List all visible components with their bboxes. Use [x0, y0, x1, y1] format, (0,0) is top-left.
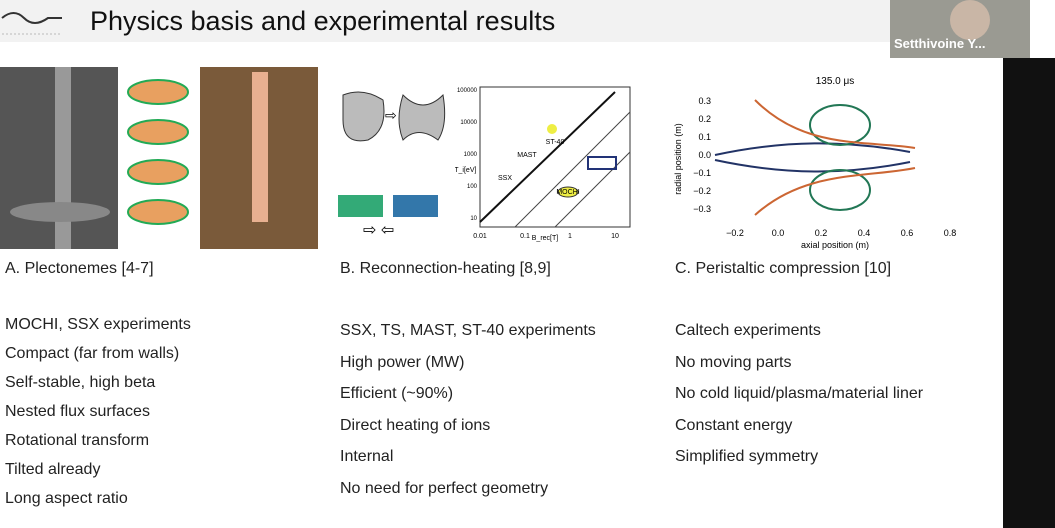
x-tick-label: 0.6 [901, 228, 914, 238]
person [950, 0, 990, 40]
bullet-item: Efficient (~90%) [340, 385, 454, 402]
participant-name: Setthivoine Y... [894, 36, 986, 51]
bullet-item: MOCHI, SSX experiments [5, 316, 191, 333]
bullet-item: Self-stable, high beta [5, 374, 156, 391]
x-axis-label: axial position (m) [801, 240, 869, 250]
plot-label: ΔT_i[eV] [455, 167, 476, 174]
y-tick-label: 0.2 [698, 114, 711, 124]
plot-label: ST-40 [546, 139, 565, 146]
bullet-item: Rotational transform [5, 432, 150, 449]
bullet-item: No moving parts [675, 353, 792, 371]
plot-label: B_rec[T] [532, 235, 559, 242]
y-tick-label: −0.2 [693, 186, 711, 196]
x-tick-label: 0.0 [772, 228, 785, 238]
slide-title: Physics basis and experimental results [90, 6, 556, 36]
x-tick-label: 1 [568, 233, 572, 240]
x-tick-label: 0.01 [473, 233, 487, 240]
figure-b-plot: 0.01 0.1 1 10 100000 10000 1000 100 10 ST-40 SSX MA… [455, 86, 631, 242]
logo [1, 12, 62, 35]
plot-label: MAST [517, 152, 537, 159]
plot-label: MOCHI [556, 189, 579, 196]
header-bar [0, 0, 1003, 42]
x-tick-label: 0.2 [815, 228, 828, 238]
y-tick-label: 100000 [457, 88, 478, 94]
bullet-item: High power (MW) [340, 353, 465, 371]
y-tick-label: −0.1 [693, 168, 711, 178]
bullet-item: Compact (far from walls) [5, 345, 180, 362]
column-caption: A. Plectonemes [4-7] [5, 260, 154, 277]
bullet-item: SSX, TS, MAST, ST-40 experiments [340, 322, 596, 339]
y-tick-label: 10 [470, 216, 477, 222]
right-strip [1003, 58, 1055, 528]
y-tick-label: −0.3 [693, 204, 711, 214]
y-tick-label: 100 [467, 184, 478, 190]
bullet-item: Simplified symmetry [675, 448, 819, 465]
figure-c-plot: 135.0 μs axial position (m) radial positio… [673, 76, 965, 250]
bullet-item: Nested flux surfaces [5, 403, 150, 420]
bullet-item: Tilted already [5, 461, 101, 478]
figure-a [0, 67, 318, 249]
y-tick-label: 0.0 [698, 150, 711, 160]
svg-text:⇨ ⇦: ⇨ ⇦ [363, 222, 394, 239]
x-tick-label: 0.8 [944, 228, 957, 238]
video-tile: Setthivoine Y... [890, 0, 1030, 58]
column-caption: C. Peristaltic compression [10] [675, 260, 892, 277]
y-tick-label: 0.1 [698, 132, 711, 142]
plot-label: SSX [498, 175, 512, 182]
plot-title: 135.0 μs [816, 76, 855, 87]
bullet-item: Internal [340, 448, 394, 465]
svg-text:⇨: ⇨ [385, 107, 397, 123]
x-tick-label: 10 [611, 233, 619, 240]
y-tick-label: 10000 [460, 120, 477, 126]
bullet-item: No need for perfect geometry [340, 479, 549, 497]
x-tick-label: −0.2 [726, 228, 744, 238]
bullet-item: Constant energy [675, 416, 793, 434]
bullet-item: Caltech experiments [675, 322, 821, 339]
bullet-item: No cold liquid/plasma/material liner [675, 385, 924, 402]
y-tick-label: 1000 [464, 152, 478, 158]
column-caption: B. Reconnection-heating [8,9] [340, 260, 551, 277]
y-tick-label: 0.3 [698, 96, 711, 106]
x-tick-label: 0.1 [520, 233, 530, 240]
bullet-item: Long aspect ratio [5, 490, 128, 507]
bullet-item: Direct heating of ions [340, 416, 491, 434]
figure-b-diagram: ⇨ ⇨ ⇦ [338, 91, 446, 239]
x-tick-label: 0.4 [858, 228, 871, 238]
y-axis-label: radial position (m) [673, 123, 683, 195]
